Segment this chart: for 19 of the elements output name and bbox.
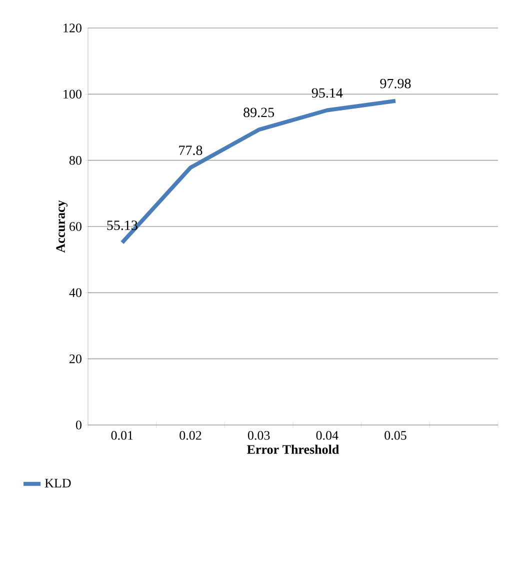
- y-tick-label: 120: [64, 24, 82, 32]
- y-tick-label: 80: [69, 156, 82, 165]
- y-tick-label: 40: [69, 288, 82, 298]
- x-tick-label: 0.04: [316, 431, 338, 440]
- data-label: 89.25: [244, 108, 274, 118]
- x-axis-title: Error Threshold: [247, 444, 340, 454]
- data-label: 77.8: [179, 146, 202, 156]
- x-tick-label: 0.02: [180, 431, 202, 440]
- x-tick-label: 0.01: [111, 431, 133, 440]
- legend-label: KLD: [44, 478, 71, 488]
- y-tick-label: 0: [76, 420, 82, 430]
- y-tick-label: 100: [64, 90, 82, 99]
- x-tick-label: 0.05: [384, 431, 406, 440]
- data-label: 97.98: [380, 78, 411, 88]
- y-tick-label: 60: [70, 222, 82, 231]
- y-tick-label: 20: [70, 354, 82, 364]
- y-axis-title: Accuracy: [56, 200, 68, 253]
- x-tick-label: 0.03: [248, 431, 270, 440]
- data-label: 95.14: [312, 88, 343, 98]
